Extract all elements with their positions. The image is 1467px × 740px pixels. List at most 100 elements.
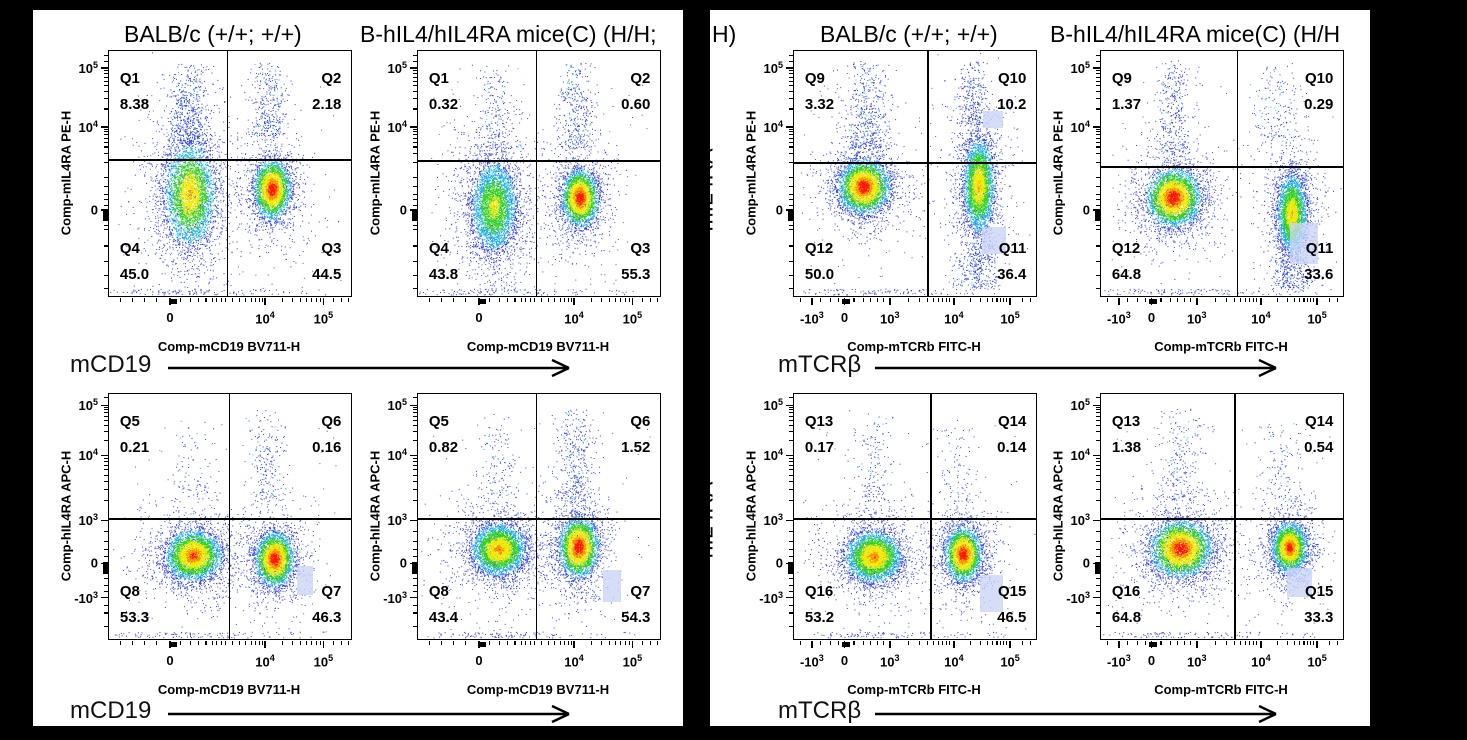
x-axis-minor-tick [514,298,516,302]
y-axis-minor-tick [104,457,108,459]
x-axis-minor-tick [590,641,592,645]
y-axis-minor-tick [413,409,417,411]
y-axis-minor-tick [789,186,793,188]
marker-arrow-label: mCD19 [70,697,152,724]
x-axis-minor-tick [1177,298,1179,302]
y-axis-minor-tick [104,415,108,417]
y-axis-minor-tick [1096,134,1100,136]
x-axis-minor-tick [1226,641,1228,645]
x-axis-minor-tick [1277,641,1279,645]
y-axis-minor-tick [1096,161,1100,163]
y-axis-minor-tick [413,439,417,441]
y-axis-minor-tick [104,578,108,580]
y-axis-minor-tick [789,430,793,432]
x-axis-major-tick [1260,641,1262,648]
quadrant-q4-value: 45.0 [119,266,150,284]
gate-vertical-line [535,51,538,296]
y-axis-minor-tick [789,176,793,178]
x-axis-minor-tick [180,298,182,302]
y-axis-tick-label: 104 [1070,447,1090,464]
quadrant-q1-value: 0.32 [428,95,459,113]
y-axis-minor-tick [413,260,417,262]
x-axis-minor-tick [498,641,500,645]
x-axis-minor-tick [870,641,872,645]
x-axis-minor-tick [656,298,658,302]
quadrant-q11-name: Q11 [1305,239,1334,257]
y-axis-minor-tick [104,134,108,136]
x-axis-minor-tick [980,298,982,302]
x-axis-minor-tick [571,641,573,645]
x-axis-minor-tick [529,641,531,645]
y-axis-tick-label: 103 [387,512,407,529]
x-axis-minor-tick [919,298,921,302]
x-axis-minor-tick [305,641,307,645]
x-axis-minor-tick [1329,641,1331,645]
x-axis-minor-tick [533,298,535,302]
y-axis-minor-tick [104,287,108,289]
x-axis-minor-tick [258,641,261,645]
y-axis-minor-tick [789,193,793,195]
y-axis-tick-label: 104 [78,118,98,136]
plot-canvas [418,394,660,639]
x-axis-minor-tick [520,641,522,645]
gate-horizontal-line [794,162,1036,165]
x-axis-event-smudge [1149,298,1158,304]
y-axis-tick-label: 0 [90,202,98,218]
y-axis-minor-tick [413,625,417,627]
x-axis-tick-label: 105 [313,653,334,670]
x-axis-minor-tick [614,641,616,645]
gate-vertical-line [1236,51,1239,296]
y-axis-minor-tick [1096,141,1100,143]
x-axis-major-tick [322,641,325,648]
y-axis-title: Comp-hIL4RA APC-H [743,450,759,581]
y-axis-minor-tick [1096,430,1100,432]
y-axis-minor-tick [413,424,417,426]
quadrant-q7-name: Q7 [321,582,342,600]
quadrant-q7-value: 46.3 [312,609,342,627]
x-axis-minor-tick [1256,298,1258,302]
x-axis-minor-tick [1136,298,1139,302]
panel-title-col1: BALB/c (+/+; +/+) [124,21,302,47]
y-axis-minor-tick [789,439,793,441]
quadrant-q1-value: 8.38 [119,95,150,113]
x-axis-minor-tick [347,641,349,645]
y-axis-tick-label: 105 [1070,59,1090,77]
y-axis-minor-tick [1096,464,1100,467]
gate-horizontal-line [109,518,351,520]
x-axis-minor-tick [1189,298,1192,302]
y-axis-minor-tick [104,397,108,399]
y-axis-minor-tick [104,480,108,482]
x-axis-minor-tick [299,298,301,302]
y-axis-minor-tick [1096,591,1100,593]
quadrant-highlight-box [296,565,314,595]
y-axis-minor-tick [413,54,417,56]
x-axis-minor-tick [347,298,349,302]
x-axis-minor-tick [291,298,293,302]
x-axis-minor-tick [198,298,200,302]
x-axis-minor-tick [220,641,222,645]
y-axis-minor-tick [413,137,417,139]
x-axis-minor-tick [1234,298,1236,302]
x-axis-minor-tick [942,641,944,645]
x-axis-minor-tick [564,641,566,645]
y-axis-major-tick [1093,519,1100,522]
quadrant-q5-value: 0.21 [119,438,150,456]
x-axis-minor-tick [1127,298,1129,302]
x-axis-tick-label: 105 [622,653,643,670]
y-axis-title: Comp-mIL4RA PE-H [367,110,383,235]
x-axis-minor-tick [862,641,864,645]
x-axis-minor-tick [554,298,556,302]
x-axis-major-tick [811,298,813,305]
flow-plot-A1: Q1 8.38 Q2 2.18 Q3 44.5 Q4 45.0 0 104 105 Comp-mCD1… [33,40,438,375]
y-axis-title: Comp-mIL4RA PE-H [743,110,759,235]
x-axis-minor-tick [1003,298,1005,302]
quadrant-q3-value: 44.5 [312,266,342,284]
quadrant-q5-value: 0.82 [428,438,459,456]
y-axis-minor-tick [789,76,793,78]
plot-frame: Q13 1.38 Q14 0.54 Q15 33.3 Q16 64.8 [1100,393,1344,640]
x-axis-minor-tick [119,298,121,302]
quadrant-q9-name: Q9 [804,69,825,87]
x-axis-tick-label: 104 [255,653,275,670]
y-axis-minor-tick [413,469,417,471]
x-axis-minor-tick [281,641,283,645]
